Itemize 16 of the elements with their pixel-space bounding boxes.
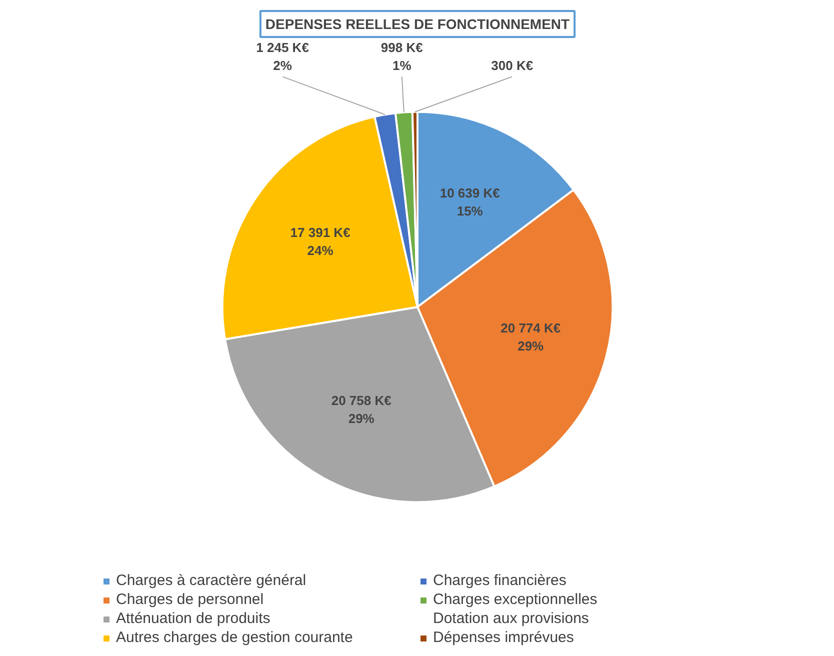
data-label: 20 758 K€ 29% — [331, 393, 392, 426]
data-label: 998 K€ 1% — [380, 40, 423, 73]
legend-label: Charges financières — [433, 572, 568, 589]
data-label: 20 774 K€ 29% — [500, 320, 561, 354]
data-label: 300 K€ — [491, 58, 534, 73]
legend-label: Atténuation de produits — [116, 610, 272, 627]
legend-label: Autres charges de gestion courante — [116, 629, 354, 646]
data-label: 10 639 K€ 15% — [440, 186, 500, 219]
legend-label: Charges de personnel — [116, 591, 265, 608]
legend-label: Dépenses imprévues — [433, 629, 575, 646]
data-label: 17 391 K€ 24% — [290, 225, 350, 258]
chart-title: DEPENSES REELLES DE FONCTIONNEMENT — [265, 16, 570, 32]
legend-label: Charges à caractère général — [116, 572, 308, 589]
legend-label: Charges exceptionnelles — [433, 591, 598, 608]
category-label: Dotation aux provisions — [433, 610, 589, 627]
data-label: 1 245 K€ 2% — [256, 40, 309, 73]
